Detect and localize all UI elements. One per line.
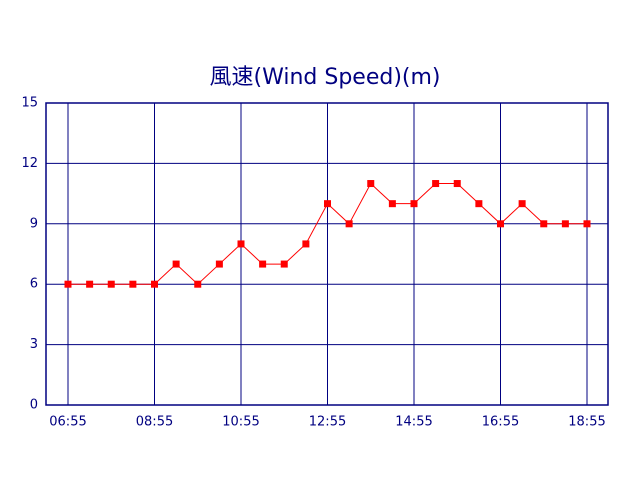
x-tick-label: 06:55: [49, 415, 86, 430]
point: [324, 200, 331, 208]
point: [86, 280, 94, 288]
point: [215, 260, 223, 268]
point: [388, 200, 396, 208]
y-tick-label: 0: [30, 398, 38, 413]
point: [151, 280, 158, 288]
chart-title: 風速(Wind Speed)(m): [209, 65, 440, 90]
point: [237, 240, 245, 248]
point: [107, 280, 115, 288]
point: [475, 200, 483, 208]
point: [561, 220, 569, 228]
y-tick-label: 12: [21, 156, 38, 171]
x-tick-label: 18:55: [568, 415, 605, 430]
point: [280, 260, 288, 268]
point: [497, 220, 504, 228]
y-tick-label: 15: [21, 96, 38, 111]
point: [583, 220, 591, 228]
x-tick-label: 16:55: [482, 415, 519, 430]
point: [259, 260, 267, 268]
x-tick-label: 08:55: [136, 415, 173, 430]
x-tick-label: 14:55: [395, 415, 432, 430]
point: [518, 200, 526, 208]
y-tick-label: 3: [30, 337, 38, 352]
point: [453, 180, 461, 188]
y-tick-label: 9: [30, 216, 38, 231]
point: [432, 180, 440, 188]
point: [540, 220, 548, 228]
point: [410, 200, 418, 208]
point: [64, 280, 72, 288]
x-tick-label: 10:55: [222, 415, 259, 430]
point: [129, 280, 137, 288]
y-tick-label: 6: [30, 277, 38, 292]
point: [367, 180, 375, 188]
point: [194, 280, 202, 288]
point: [302, 240, 310, 248]
x-tick-label: 12:55: [309, 415, 346, 430]
plot-frame: [45, 102, 609, 406]
point: [345, 220, 353, 228]
point: [172, 260, 180, 268]
